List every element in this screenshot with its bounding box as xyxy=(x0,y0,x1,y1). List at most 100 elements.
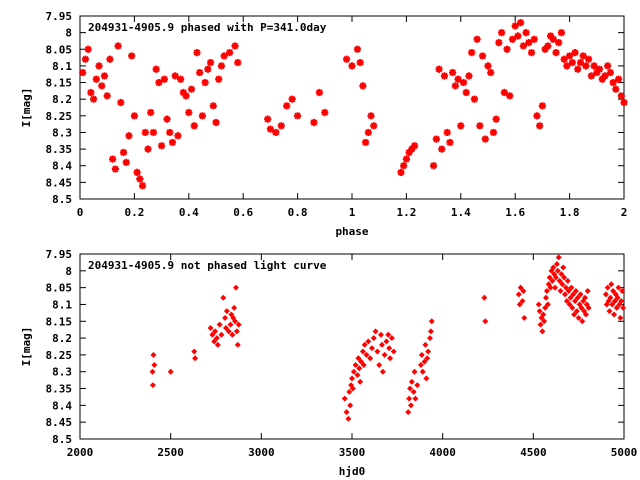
data-point xyxy=(348,62,356,70)
data-point xyxy=(530,35,538,43)
data-point xyxy=(546,274,553,281)
data-point xyxy=(196,68,204,77)
data-point xyxy=(232,318,239,325)
data-point xyxy=(574,65,582,73)
data-point xyxy=(620,304,627,311)
data-point xyxy=(212,118,220,127)
x-tick-label: 2000 xyxy=(67,446,94,459)
data-point xyxy=(438,145,446,153)
data-point xyxy=(185,108,193,117)
data-point xyxy=(492,115,500,123)
data-point xyxy=(516,301,523,308)
data-point xyxy=(357,378,364,385)
data-point xyxy=(277,122,285,130)
data-point xyxy=(370,335,377,342)
data-point xyxy=(100,72,109,80)
data-point xyxy=(601,72,609,80)
data-point xyxy=(191,348,198,355)
data-point xyxy=(585,55,593,63)
data-point xyxy=(539,328,546,335)
y-tick-label: 8 xyxy=(65,265,72,278)
data-point xyxy=(215,75,223,83)
data-point xyxy=(615,284,622,291)
data-point xyxy=(611,311,617,318)
y-tick-label: 8.35 xyxy=(46,383,73,396)
data-point xyxy=(619,288,626,294)
data-point xyxy=(231,42,239,50)
data-point xyxy=(607,294,614,301)
data-point xyxy=(541,318,548,325)
y-tick-label: 8.4 xyxy=(52,160,72,173)
data-point xyxy=(598,75,606,83)
x-tick-label: 2 xyxy=(621,206,628,219)
data-series xyxy=(149,254,627,422)
data-point xyxy=(212,328,219,335)
data-point xyxy=(451,82,459,90)
data-point xyxy=(443,128,451,137)
x-tick-label: 1.4 xyxy=(451,206,471,219)
data-point xyxy=(109,155,117,163)
data-point xyxy=(152,65,160,73)
data-point xyxy=(147,108,155,117)
data-point xyxy=(533,112,541,120)
x-tick-label: 2500 xyxy=(157,446,184,459)
data-point xyxy=(264,115,272,123)
data-point xyxy=(519,298,526,305)
data-point xyxy=(572,288,579,294)
data-point xyxy=(122,158,130,166)
data-point xyxy=(543,294,549,301)
data-point xyxy=(387,355,394,362)
data-point xyxy=(233,328,240,335)
data-point xyxy=(517,19,525,27)
data-point xyxy=(209,102,217,110)
data-point xyxy=(604,284,611,291)
data-point xyxy=(481,294,488,301)
data-point xyxy=(565,288,572,294)
data-point xyxy=(520,288,527,294)
data-point xyxy=(541,45,549,53)
data-point xyxy=(213,335,220,342)
data-point xyxy=(158,142,166,150)
data-point xyxy=(536,122,544,130)
data-point xyxy=(515,291,522,298)
x-tick-label: 4500 xyxy=(520,446,547,459)
data-point xyxy=(498,29,506,37)
data-point xyxy=(414,382,421,389)
data-point xyxy=(590,62,598,70)
data-point xyxy=(417,362,424,368)
data-point xyxy=(568,58,576,67)
data-point xyxy=(119,148,128,157)
x-tick-label: 1.2 xyxy=(396,206,416,219)
data-point xyxy=(190,122,198,130)
data-point xyxy=(435,65,443,73)
data-point xyxy=(216,321,223,328)
data-point xyxy=(572,298,579,305)
data-point xyxy=(454,75,462,83)
data-point xyxy=(381,351,388,358)
data-point xyxy=(386,345,393,352)
data-point xyxy=(610,288,617,294)
data-point xyxy=(571,49,579,57)
y-tick-label: 8.05 xyxy=(46,43,73,56)
data-point xyxy=(428,318,435,325)
data-point xyxy=(397,168,405,176)
data-point xyxy=(427,335,433,342)
data-point xyxy=(544,301,551,308)
data-point xyxy=(288,95,296,103)
x-axis-label: hjd0 xyxy=(339,465,366,478)
y-tick-label: 7.95 xyxy=(46,10,73,23)
data-point xyxy=(272,128,280,137)
data-point xyxy=(402,155,410,163)
data-point xyxy=(459,78,468,87)
data-point xyxy=(400,162,408,170)
data-point xyxy=(192,355,199,362)
data-point xyxy=(372,328,379,335)
data-point xyxy=(575,314,582,321)
data-point xyxy=(111,165,119,173)
data-point xyxy=(487,68,495,77)
data-point xyxy=(544,42,552,50)
data-point xyxy=(587,72,595,80)
data-point xyxy=(350,368,357,375)
data-point xyxy=(612,85,620,93)
